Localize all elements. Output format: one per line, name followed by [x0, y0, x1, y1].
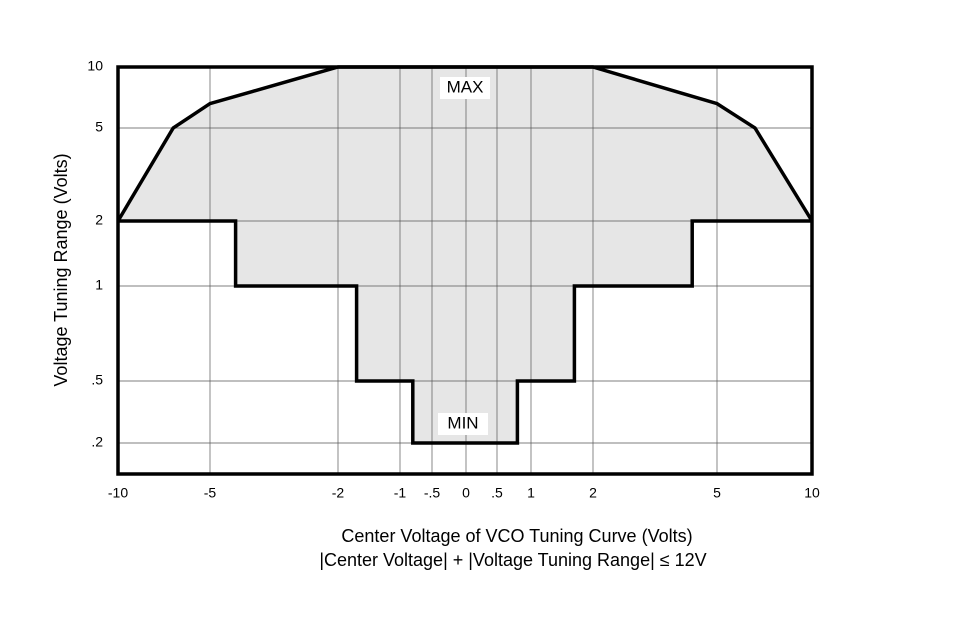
x-tick-label: -10 [108, 485, 128, 501]
plot-frame [116, 65, 814, 476]
x-tick-label: 0 [462, 485, 470, 501]
label-box [438, 413, 488, 435]
series-line [118, 219, 812, 445]
x-tick-label: -5 [204, 485, 217, 501]
plot: MAX MIN [116, 65, 814, 476]
x-tick-label: 1 [527, 485, 535, 501]
y-tick-label: .2 [91, 434, 103, 450]
y-tick-label: 2 [95, 212, 103, 228]
x-axis-label: Center Voltage of VCO Tuning Curve (Volt… [341, 526, 692, 546]
range-fill [118, 67, 812, 443]
x-tick-label: 2 [589, 485, 597, 501]
x-tick-label: 10 [804, 485, 820, 501]
x-tick-label: -2 [332, 485, 345, 501]
y-tick-label: 5 [95, 119, 103, 135]
y-axis-label: Voltage Tuning Range (Volts) [51, 153, 71, 386]
x-tick-label: -1 [394, 485, 407, 501]
x-tick-label: -.5 [424, 485, 441, 501]
y-tick-label: 1 [95, 277, 103, 293]
series-label: MAX [447, 77, 484, 96]
x-tick-label: .5 [491, 485, 503, 501]
y-tick-label: 10 [87, 58, 103, 74]
series-label: MIN [447, 413, 478, 432]
x-tick-label: 5 [713, 485, 721, 501]
label-box [440, 77, 490, 99]
y-tick-label: .5 [91, 372, 103, 388]
x-axis-label-2: |Center Voltage| + |Voltage Tuning Range… [319, 550, 706, 570]
